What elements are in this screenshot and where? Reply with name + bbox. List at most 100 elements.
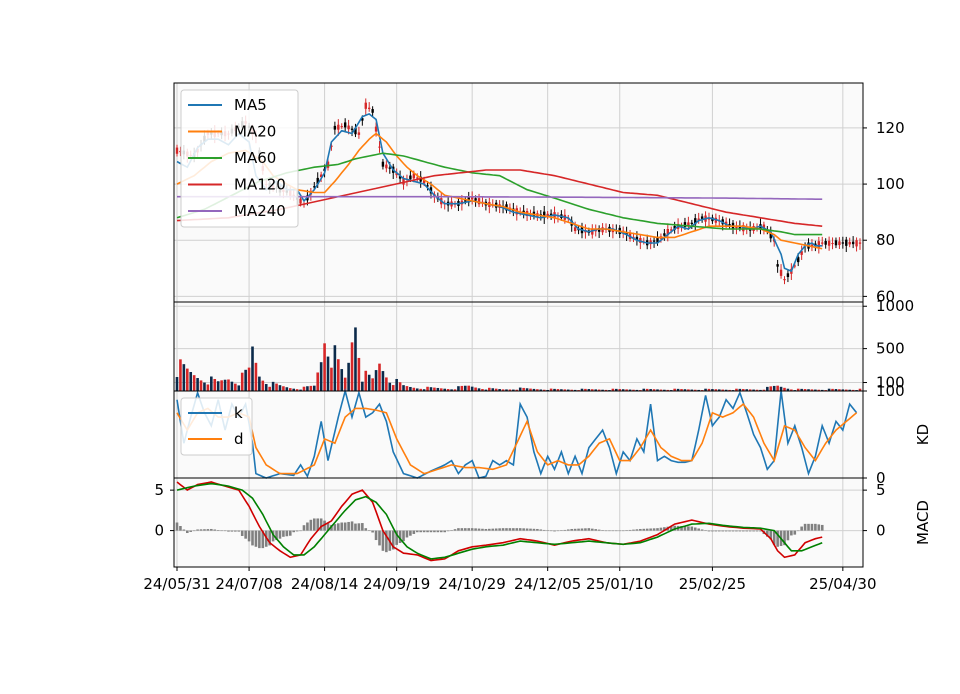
x-tick-label-3: 24/09/19 bbox=[363, 575, 430, 593]
volume-bar-3 bbox=[185, 368, 189, 391]
macd-histogram-bar-27 bbox=[268, 530, 271, 546]
volume-bars bbox=[175, 327, 862, 391]
volume-bar-122 bbox=[594, 389, 598, 391]
macd-histogram-bar-23 bbox=[254, 530, 258, 547]
volume-bar-121 bbox=[590, 389, 594, 391]
macd-histogram-bar-73 bbox=[426, 530, 429, 533]
volume-bar-129 bbox=[618, 389, 622, 391]
candle-body-48 bbox=[340, 126, 343, 128]
volume-bar-7 bbox=[199, 380, 203, 391]
volume-bar-40 bbox=[312, 385, 316, 391]
volume-bar-81 bbox=[453, 389, 457, 391]
macd-histogram-bar-50 bbox=[347, 521, 350, 531]
volume-bar-88 bbox=[477, 388, 481, 391]
macd-histogram-bar-165 bbox=[742, 530, 745, 532]
macd-histogram-bar-136 bbox=[642, 528, 646, 531]
volume-bar-166 bbox=[745, 389, 749, 391]
volume-bar-171 bbox=[762, 389, 766, 391]
volume-bar-134 bbox=[635, 389, 639, 391]
candle-body-74 bbox=[429, 187, 433, 194]
macd-histogram-bar-175 bbox=[776, 530, 779, 547]
macd-histogram-bar-116 bbox=[573, 528, 577, 531]
macd-histogram-bar-170 bbox=[759, 530, 762, 532]
candle-body-46 bbox=[333, 125, 337, 130]
candle-body-69 bbox=[412, 173, 416, 179]
volume-bar-75 bbox=[433, 387, 436, 391]
volume-bar-9 bbox=[206, 384, 210, 391]
macd-histogram-bar-22 bbox=[251, 530, 254, 546]
macd-histogram-bar-17 bbox=[234, 530, 237, 532]
volume-bar-120 bbox=[587, 389, 591, 391]
macd-histogram-bar-41 bbox=[316, 518, 320, 531]
candle-body-108 bbox=[546, 213, 549, 217]
volume-bar-185 bbox=[810, 389, 814, 391]
macd-histogram-bar-185 bbox=[810, 523, 814, 531]
candle-body-42 bbox=[319, 174, 323, 178]
candle-body-148 bbox=[683, 222, 687, 228]
volume-bar-6 bbox=[196, 378, 199, 391]
candle-body-195 bbox=[845, 239, 848, 246]
volume-bar-20 bbox=[244, 369, 247, 391]
candle-body-131 bbox=[625, 232, 628, 235]
volume-bar-2 bbox=[182, 364, 186, 391]
macd-histogram-bar-156 bbox=[711, 530, 714, 532]
macd-histogram-bar-174 bbox=[772, 530, 776, 545]
macd-histogram-bar-56 bbox=[367, 530, 371, 531]
candle-body-149 bbox=[687, 222, 690, 227]
macd-histogram-bar-76 bbox=[436, 530, 440, 533]
macd-histogram-bar-144 bbox=[669, 526, 673, 531]
volume-bar-127 bbox=[611, 388, 615, 391]
volume-bar-74 bbox=[429, 387, 433, 391]
macd-histogram-bar-118 bbox=[580, 528, 584, 531]
macd-histogram-bar-152 bbox=[697, 528, 700, 531]
macd-histogram-bar-49 bbox=[343, 522, 347, 531]
macd-histogram-bar-164 bbox=[738, 530, 742, 532]
volume-y-tick-label-500: 500 bbox=[876, 340, 905, 358]
macd-histogram-bar-155 bbox=[707, 530, 711, 532]
volume-bar-91 bbox=[488, 387, 491, 391]
macd-histogram-bar-86 bbox=[470, 528, 474, 531]
volume-bar-113 bbox=[563, 389, 567, 391]
volume-bar-132 bbox=[628, 389, 632, 391]
volume-bar-112 bbox=[560, 389, 563, 391]
volume-bar-61 bbox=[385, 377, 388, 391]
candle-body-107 bbox=[543, 211, 546, 218]
volume-bar-103 bbox=[529, 388, 532, 391]
volume-bar-29 bbox=[275, 383, 278, 391]
volume-bar-124 bbox=[601, 389, 604, 391]
candle-body-190 bbox=[827, 240, 831, 246]
volume-bar-196 bbox=[848, 389, 852, 391]
k-line bbox=[176, 387, 858, 479]
macd-histogram-bar-154 bbox=[704, 530, 707, 531]
x-tick-label-8: 25/04/30 bbox=[809, 575, 876, 593]
volume-bar-32 bbox=[285, 387, 289, 391]
volume-bar-83 bbox=[460, 385, 464, 391]
candle-body-143 bbox=[666, 229, 669, 236]
macd-histogram-bar-151 bbox=[693, 527, 697, 531]
volume-bar-133 bbox=[632, 389, 635, 391]
price-y-tick-label-100: 100 bbox=[876, 175, 905, 193]
macd-histogram-bar-3 bbox=[185, 530, 189, 534]
macd-histogram-bar-18 bbox=[237, 530, 241, 532]
macd-histogram-bar-47 bbox=[337, 523, 340, 531]
x-tick-label-2: 24/08/14 bbox=[291, 575, 358, 593]
candle-body-45 bbox=[330, 145, 333, 147]
macd-histogram-bar-75 bbox=[433, 530, 436, 533]
macd-histogram-bar-5 bbox=[192, 530, 196, 532]
volume-bar-160 bbox=[724, 389, 728, 391]
macd-histogram-bar-120 bbox=[587, 528, 591, 531]
volume-bar-176 bbox=[779, 386, 783, 391]
macd-histogram-bar-148 bbox=[683, 526, 687, 531]
candle-body-53 bbox=[357, 132, 361, 135]
candle-body-54 bbox=[361, 118, 364, 121]
macd-histogram-bar-163 bbox=[735, 530, 738, 532]
volume-bar-178 bbox=[786, 388, 790, 391]
volume-bar-85 bbox=[467, 385, 471, 391]
macd-y-axis-label: MACD bbox=[914, 500, 932, 545]
volume-bar-54 bbox=[361, 381, 364, 391]
volume-bar-168 bbox=[752, 389, 755, 391]
volume-bar-110 bbox=[553, 388, 556, 391]
macd-histogram-bar-100 bbox=[518, 528, 522, 531]
candle-body-187 bbox=[817, 241, 821, 248]
volume-bar-106 bbox=[539, 389, 543, 391]
